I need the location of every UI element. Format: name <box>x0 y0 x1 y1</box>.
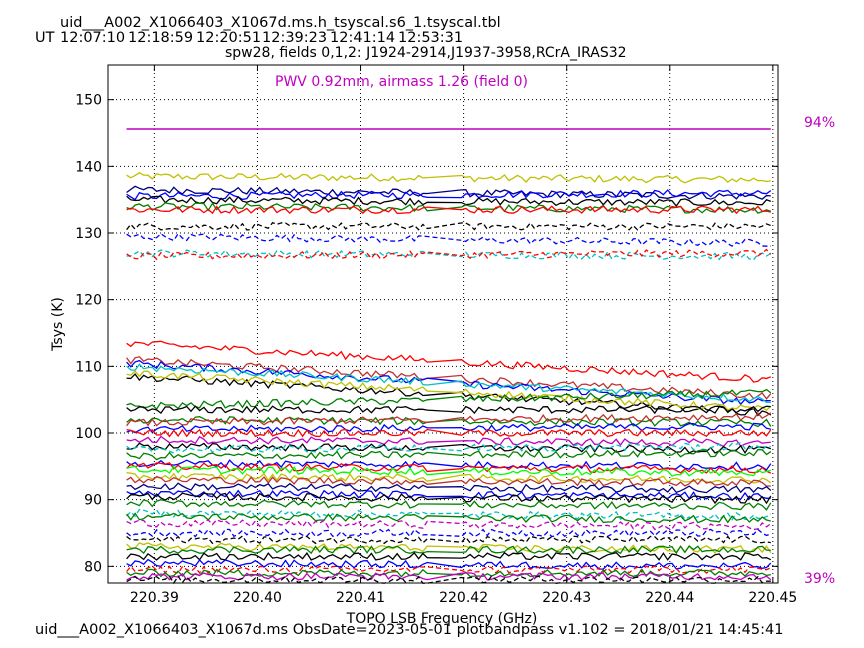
time-6: 12:53:31 <box>398 30 464 46</box>
series-line <box>126 482 772 494</box>
y-tick-label: 100 <box>75 426 102 442</box>
series-line <box>126 512 771 524</box>
series-line <box>126 442 772 455</box>
series-line <box>126 472 772 484</box>
series-line <box>126 565 772 575</box>
x-tick-label: 220.40 <box>233 590 282 606</box>
series-line <box>126 248 772 261</box>
y-tick-label: 150 <box>75 93 102 109</box>
series-line <box>126 411 772 427</box>
series-line <box>126 363 771 404</box>
series-line <box>126 249 772 261</box>
series-line <box>126 551 772 561</box>
series-line <box>126 370 772 412</box>
y-tick-label: 140 <box>75 159 102 175</box>
atm-label-top: 94% <box>804 115 835 131</box>
x-tick-label: 220.39 <box>130 590 179 606</box>
footer-text: uid___A002_X1066403_X1067d.ms ObsDate=20… <box>35 622 784 638</box>
y-axis-label: Tsys (K) <box>50 297 66 352</box>
x-tick-label: 220.43 <box>542 590 591 606</box>
series-line <box>126 489 771 501</box>
series-line <box>126 462 772 474</box>
series-line <box>126 435 771 448</box>
series-line <box>126 356 772 400</box>
series-line <box>126 465 771 477</box>
time-4: 12:39:23 <box>262 30 328 46</box>
tick-layer: 220.39 220.40 220.41 220.42 220.43 220.44 220.… <box>75 65 797 606</box>
ut-label: UT <box>35 30 55 46</box>
y-tick-label: 80 <box>84 559 102 575</box>
series-line <box>126 528 772 538</box>
y-tick-label: 90 <box>84 493 102 509</box>
x-tick-label: 220.44 <box>645 590 694 606</box>
series-line <box>126 499 772 511</box>
time-1: 12:07:10 <box>60 30 126 46</box>
x-tick-label: 220.42 <box>439 590 488 606</box>
series-line <box>126 519 772 531</box>
series-line <box>126 535 771 545</box>
series-layer <box>126 172 772 585</box>
atm-label-bottom: 39% <box>804 571 835 587</box>
time-2: 12:18:59 <box>128 30 194 46</box>
series-line <box>126 442 771 454</box>
series-line <box>126 545 771 555</box>
series-line <box>126 232 771 247</box>
series-line <box>126 542 772 554</box>
series-line <box>126 172 771 184</box>
grid-lines <box>108 65 778 583</box>
series-line <box>126 202 772 214</box>
series-line <box>126 185 771 200</box>
annotation-pwv: PWV 0.92mm, airmass 1.26 (field 0) <box>275 74 528 90</box>
time-3: 12:20:51 <box>196 30 262 46</box>
x-axis-label: TOPO LSB Frequency (GHz) <box>346 611 538 627</box>
plot-subtitle: spw28, fields 0,1,2: J1924-2914,J1937-39… <box>225 45 627 61</box>
series-line <box>126 373 772 417</box>
series-line <box>126 340 772 383</box>
time-5: 12:41:14 <box>330 30 396 46</box>
series-line <box>126 405 771 415</box>
x-tick-label: 220.45 <box>748 590 797 606</box>
series-line <box>126 572 772 581</box>
series-line <box>126 448 772 461</box>
series-line <box>126 422 771 434</box>
series-line <box>126 558 772 570</box>
series-line <box>126 492 772 505</box>
filename-title: uid___A002_X1066403_X1067d.ms.h_tsyscal.… <box>60 15 501 31</box>
series-line <box>126 508 772 521</box>
series-line <box>126 475 771 487</box>
plot-frame <box>107 64 779 584</box>
series-line <box>126 416 772 428</box>
y-tick-label: 120 <box>75 293 102 309</box>
y-tick-label: 110 <box>75 359 102 375</box>
x-tick-label: 220.41 <box>336 590 385 606</box>
series-line <box>126 388 772 410</box>
series-line <box>126 205 771 215</box>
series-line <box>126 459 772 471</box>
series-line <box>126 221 772 231</box>
series-line <box>126 189 772 201</box>
series-line <box>126 428 772 438</box>
series-line <box>126 195 772 208</box>
y-tick-label: 130 <box>75 226 102 242</box>
